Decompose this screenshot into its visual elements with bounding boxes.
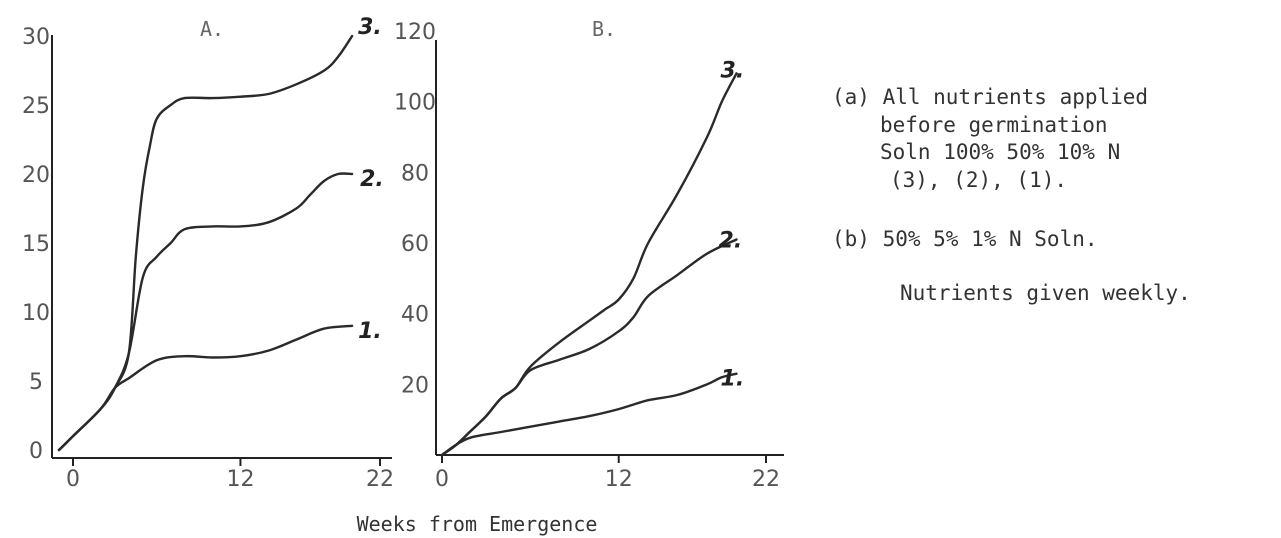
y-tick-label: 80 xyxy=(401,161,429,186)
note-a-line3: Soln 100% 50% 10% N xyxy=(880,140,1120,164)
x-tick-label: 12 xyxy=(226,467,254,492)
x-axis-label: Weeks from Emergence xyxy=(357,512,598,536)
series-line-1 xyxy=(440,372,738,457)
y-tick-label: 5 xyxy=(29,370,43,395)
y-tick-label: 40 xyxy=(401,303,429,328)
y-tick-label: 30 xyxy=(22,25,50,50)
y-tick-label: 10 xyxy=(22,301,50,326)
y-tick-label: 100 xyxy=(394,91,436,116)
series-line-3 xyxy=(57,34,354,452)
panel-b-x-ticks: 0 12 22 xyxy=(435,455,780,492)
series-label-3: 3. xyxy=(358,15,382,40)
note-a-line2: before germination xyxy=(880,113,1108,137)
panel-b-title: B. xyxy=(592,17,616,41)
y-tick-label: 120 xyxy=(394,20,436,45)
panel-b-y-ticks: 20 40 60 80 100 120 xyxy=(394,20,436,398)
note-b-line1: (b) 50% 5% 1% N Soln. xyxy=(832,227,1098,251)
legend-notes: (a) All nutrients applied before germina… xyxy=(832,85,1191,305)
series-line-2 xyxy=(440,238,738,457)
panel-a-y-ticks: 0 5 10 15 20 25 30 xyxy=(22,25,50,464)
series-label-1: 1. xyxy=(721,367,745,392)
x-tick-label: 0 xyxy=(435,467,449,492)
series-label-2: 2. xyxy=(719,228,743,253)
y-tick-label: 0 xyxy=(29,439,43,464)
panel-b-series: 1. 2. 3. xyxy=(440,58,745,457)
x-tick-label: 0 xyxy=(66,467,80,492)
y-tick-label: 60 xyxy=(401,232,429,257)
series-line-2 xyxy=(57,172,354,452)
panel-a-series: 1. 2. 3. xyxy=(57,15,384,452)
x-tick-label: 22 xyxy=(752,467,780,492)
y-tick-label: 20 xyxy=(22,163,50,188)
x-tick-label: 22 xyxy=(366,467,394,492)
panel-a-x-ticks: 0 12 22 xyxy=(66,458,394,492)
panel-a: A. 0 5 10 15 20 25 30 0 12 22 1. 2. 3. xyxy=(22,15,394,492)
series-line-3 xyxy=(440,72,738,457)
panel-a-title: A. xyxy=(200,17,224,41)
note-a-line1: (a) All nutrients applied xyxy=(832,85,1148,109)
x-tick-label: 12 xyxy=(605,467,633,492)
series-label-3: 3. xyxy=(721,58,745,83)
y-tick-label: 15 xyxy=(22,232,50,257)
note-b-line2: Nutrients given weekly. xyxy=(900,281,1191,305)
note-a-line4: (3), (2), (1). xyxy=(890,168,1067,192)
series-label-1: 1. xyxy=(358,319,382,344)
y-tick-label: 20 xyxy=(401,373,429,398)
series-label-2: 2. xyxy=(360,167,384,192)
series-line-1 xyxy=(57,324,354,452)
y-tick-label: 25 xyxy=(22,94,50,119)
panel-b: B. 20 40 60 80 100 120 0 12 22 1. 2. 3. xyxy=(394,17,784,492)
